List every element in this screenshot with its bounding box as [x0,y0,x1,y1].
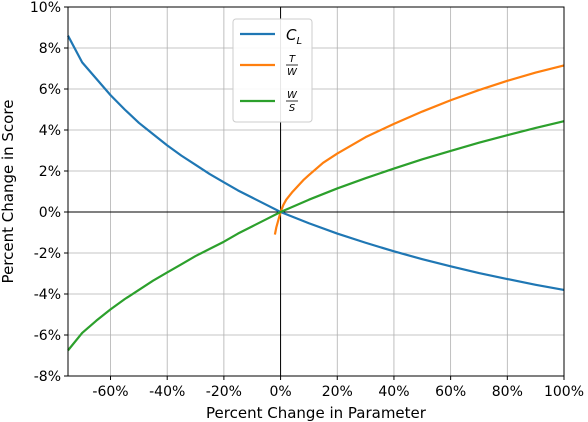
y-tick-label: 2% [39,164,61,180]
legend-label-2-denominator: S [289,103,296,114]
x-tick-label: 80% [492,384,523,400]
y-tick-label: -6% [34,328,61,344]
x-tick-label: 20% [322,384,353,400]
x-tick-label: 40% [378,384,409,400]
x-tick-label: -40% [149,384,185,400]
legend-label-1-numerator: T [289,54,296,65]
x-tick-label: -60% [92,384,128,400]
y-axis-label: Percent Change in Score [0,100,17,284]
y-tick-label: -2% [34,246,61,262]
x-tick-label: -20% [206,384,242,400]
x-tick-label: 60% [435,384,466,400]
y-tick-label: -8% [34,369,61,385]
y-tick-label: 4% [39,123,61,139]
y-tick-label: 6% [39,82,61,98]
x-tick-label: 100% [544,384,584,400]
legend-label-1-denominator: W [287,67,298,78]
y-tick-label: 10% [30,0,61,16]
y-tick-label: -4% [34,287,61,303]
y-tick-label: 0% [39,205,61,221]
x-axis-label: Percent Change in Parameter [206,404,427,422]
x-tick-label: 0% [269,384,291,400]
legend-label-2-numerator: W [287,90,298,101]
y-tick-label: 8% [39,41,61,57]
